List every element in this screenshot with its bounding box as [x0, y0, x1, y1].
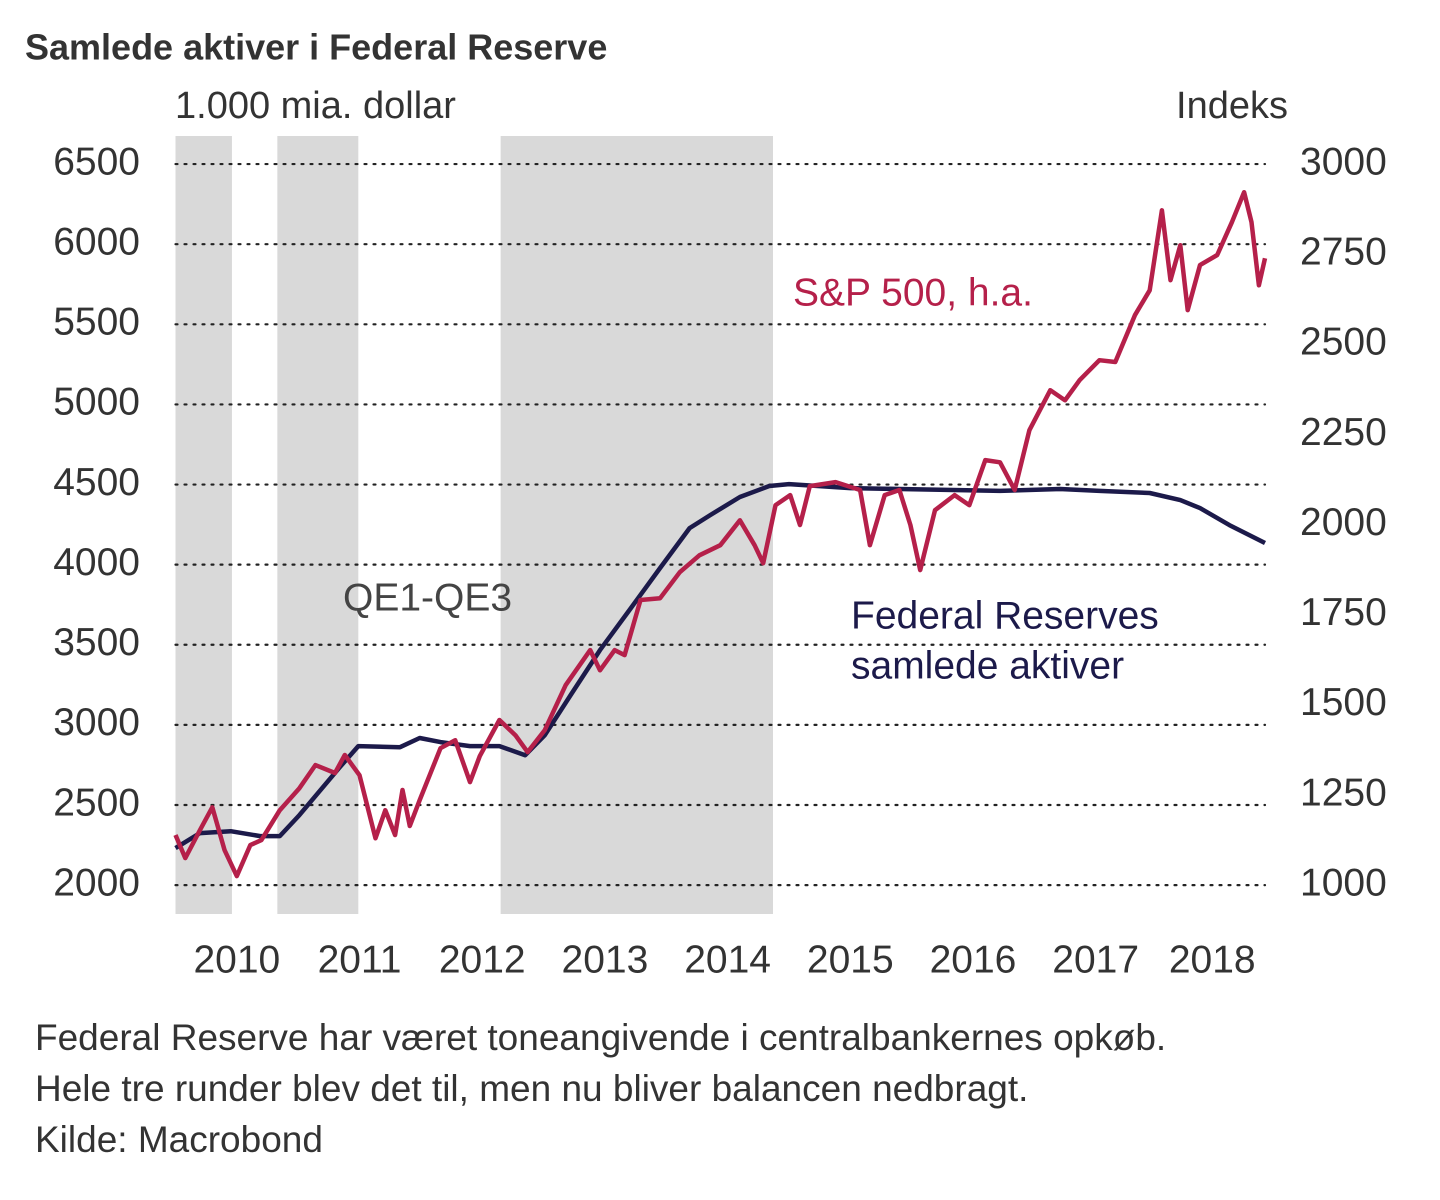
chart-title: Samlede aktiver i Federal Reserve [25, 27, 607, 68]
annotation: samlede aktiver [851, 644, 1124, 687]
annotation: Federal Reserves [851, 594, 1159, 637]
x-tick-label: 2017 [1052, 938, 1139, 981]
x-tick-label: 2014 [684, 938, 771, 981]
annotation: S&P 500, h.a. [793, 271, 1033, 314]
x-tick-label: 2013 [562, 938, 649, 981]
shaded-period [277, 136, 359, 914]
caption-line: Kilde: Macrobond [35, 1119, 323, 1160]
y-tick-label: 4500 [53, 461, 140, 504]
shaded-period [500, 136, 774, 914]
x-tick-label: 2015 [807, 938, 894, 981]
x-tick-label: 2010 [193, 938, 280, 981]
y-tick-label: 5000 [53, 381, 140, 424]
line-series [174, 481, 1267, 851]
y2-axis-label: Indeks [1176, 85, 1288, 127]
y2-tick-label: 1250 [1300, 771, 1387, 814]
y2-tick-label: 2000 [1300, 501, 1387, 544]
y-tick-label: 3000 [53, 701, 140, 744]
y2-tick-label: 1500 [1300, 681, 1387, 724]
y-axis-label: 1.000 mia. dollar [175, 85, 456, 127]
y-tick-label: 4000 [53, 541, 140, 584]
y2-tick-label: 2250 [1300, 411, 1387, 454]
y2-tick-label: 2500 [1300, 321, 1387, 364]
y-tick-label: 6000 [53, 220, 140, 263]
y2-tick-label: 1750 [1300, 591, 1387, 634]
y-tick-label: 5500 [53, 301, 140, 344]
shaded-period [175, 136, 232, 914]
caption-line: Hele tre runder blev det til, men nu bli… [35, 1068, 1028, 1109]
x-tick-label: 2016 [930, 938, 1017, 981]
annotation: QE1-QE3 [343, 576, 512, 619]
x-tick-label: 2011 [318, 938, 402, 981]
y-tick-label: 2500 [53, 781, 140, 824]
y2-tick-label: 1000 [1300, 861, 1387, 904]
line-series [173, 189, 1268, 879]
x-tick-label: 2012 [439, 938, 526, 981]
y2-tick-label: 3000 [1300, 140, 1387, 183]
y-tick-label: 2000 [53, 861, 140, 904]
caption-line: Federal Reserve har været toneangivende … [35, 1017, 1166, 1058]
y-tick-label: 6500 [53, 140, 140, 183]
y-tick-label: 3500 [53, 621, 140, 664]
y2-tick-label: 2750 [1300, 231, 1387, 274]
x-tick-label: 2018 [1169, 938, 1256, 981]
